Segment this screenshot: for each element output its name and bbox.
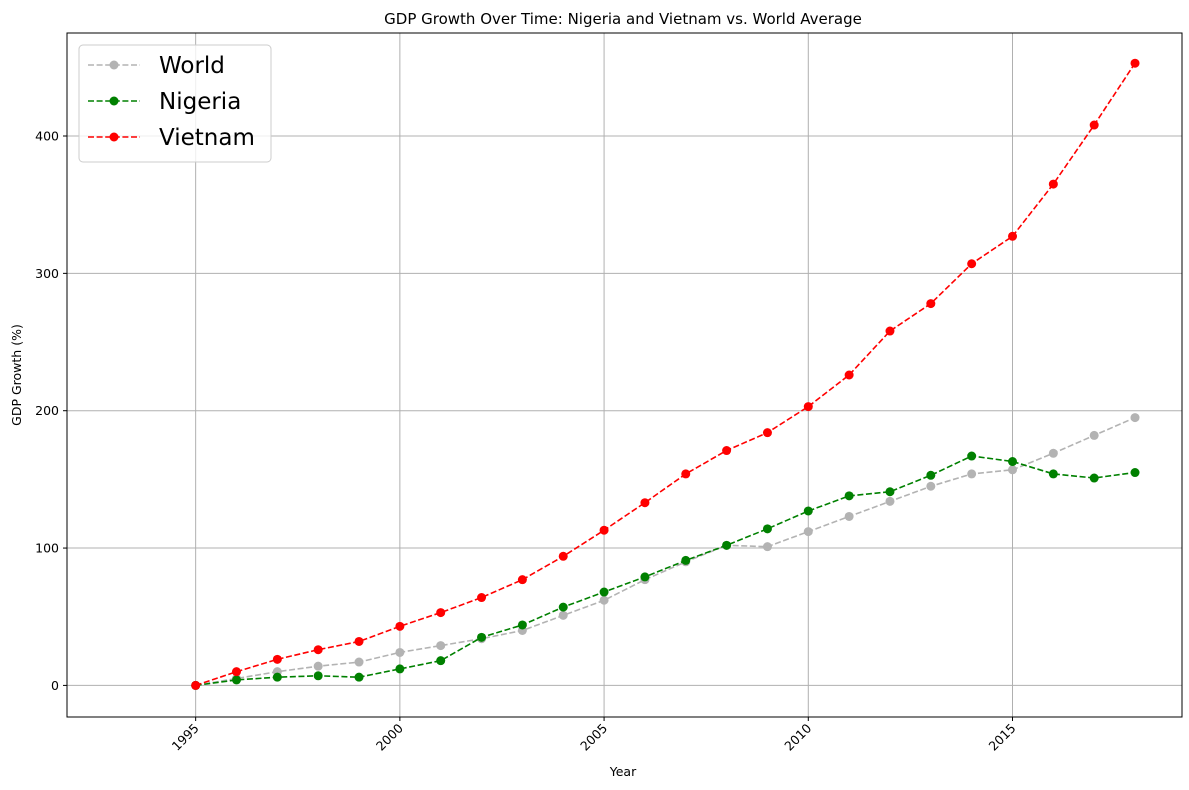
legend-marker-nigeria (109, 96, 119, 106)
legend-box (78, 44, 272, 163)
vietnam-data-point (1048, 179, 1058, 189)
world-data-point (1130, 413, 1140, 423)
y-tick-label: 0 (51, 678, 59, 693)
nigeria-data-point (1089, 473, 1099, 483)
nigeria-data-point (803, 506, 813, 516)
vietnam-data-point (844, 370, 854, 380)
world-data-point (844, 511, 854, 521)
world-data-point (1008, 465, 1018, 475)
vietnam-data-point (1089, 120, 1099, 130)
world-data-point (967, 469, 977, 479)
y-axis-label: GDP Growth (%) (9, 324, 24, 426)
world-data-point (354, 657, 364, 667)
y-tick-label: 300 (35, 266, 59, 281)
nigeria-data-point (1048, 469, 1058, 479)
vietnam-data-point (885, 326, 895, 336)
vietnam-data-point (640, 498, 650, 508)
nigeria-data-point (640, 572, 650, 582)
nigeria-data-point (967, 451, 977, 461)
vietnam-data-point (558, 551, 568, 561)
world-data-point (558, 610, 568, 620)
vietnam-data-point (272, 654, 282, 664)
nigeria-data-point (885, 487, 895, 497)
legend-label-vietnam: Vietnam (159, 125, 255, 151)
legend-label-nigeria: Nigeria (159, 89, 241, 115)
nigeria-data-point (231, 675, 241, 685)
world-data-point (395, 647, 405, 657)
vietnam-series-line (195, 62, 1136, 687)
nigeria-series-line (195, 455, 1136, 687)
vietnam-data-point (803, 402, 813, 412)
world-data-point (926, 481, 936, 491)
y-tick-label: 200 (35, 403, 59, 418)
vietnam-data-point (967, 259, 977, 269)
legend: World Nigeria Vietnam (78, 44, 272, 163)
nigeria-data-point (926, 470, 936, 480)
nigeria-data-point (762, 524, 772, 534)
vietnam-data-point (926, 299, 936, 309)
vietnam-data-point (1008, 231, 1018, 241)
world-data-point (803, 527, 813, 537)
world-data-point (313, 661, 323, 671)
vietnam-data-point (681, 469, 691, 479)
nigeria-data-point (558, 602, 568, 612)
vietnam-data-point (395, 621, 405, 631)
vietnam-data-point (517, 575, 527, 585)
nigeria-data-point (477, 632, 487, 642)
world-series-line (195, 416, 1136, 687)
vietnam-data-point (231, 667, 241, 677)
world-data-point (762, 542, 772, 552)
vietnam-data-point (354, 636, 364, 646)
legend-label-world: World (159, 53, 225, 79)
world-data-point (1089, 430, 1099, 440)
nigeria-data-point (722, 540, 732, 550)
nigeria-data-point (313, 671, 323, 681)
vietnam-data-point (722, 446, 732, 456)
vietnam-data-point (313, 645, 323, 655)
world-data-point (436, 641, 446, 651)
x-axis-label: Year (609, 764, 637, 779)
vietnam-data-point (599, 525, 609, 535)
nigeria-data-point (354, 672, 364, 682)
world-data-point (885, 496, 895, 506)
nigeria-data-point (599, 587, 609, 597)
nigeria-data-point (844, 491, 854, 501)
nigeria-data-point (272, 672, 282, 682)
vietnam-data-point (191, 680, 201, 690)
y-tick-label: 400 (35, 129, 59, 144)
legend-marker-world (109, 60, 119, 70)
world-data-point (599, 595, 609, 605)
vietnam-data-point (477, 593, 487, 603)
nigeria-data-point (517, 620, 527, 630)
nigeria-data-point (395, 664, 405, 674)
nigeria-data-point (1008, 457, 1018, 467)
y-tick-label: 100 (35, 541, 59, 556)
world-data-point (1048, 448, 1058, 458)
vietnam-data-point (762, 428, 772, 438)
series-layer (191, 58, 1140, 690)
legend-marker-vietnam (109, 132, 119, 142)
chart-title: GDP Growth Over Time: Nigeria and Vietna… (384, 10, 862, 28)
nigeria-data-point (436, 656, 446, 666)
nigeria-data-point (1130, 468, 1140, 478)
vietnam-data-point (1130, 58, 1140, 68)
vietnam-data-point (436, 608, 446, 618)
nigeria-data-point (681, 555, 691, 565)
plot-frame (66, 32, 1183, 718)
grid-lines (67, 33, 1182, 717)
